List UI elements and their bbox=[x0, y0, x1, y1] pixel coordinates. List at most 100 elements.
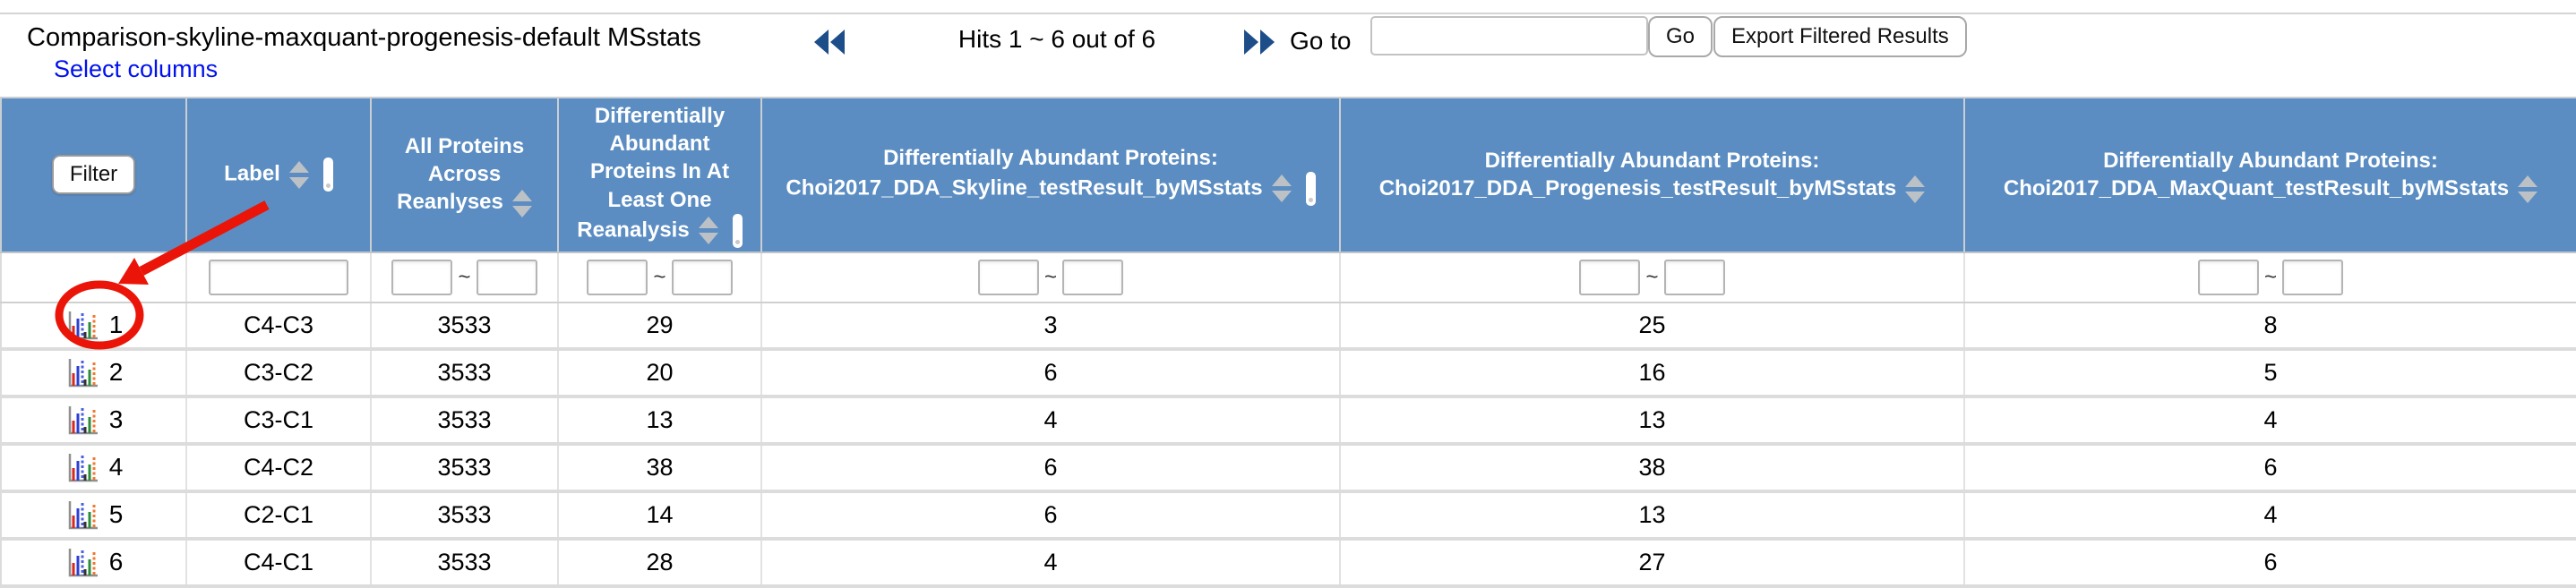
range-max-input[interactable] bbox=[476, 259, 537, 295]
cell-row-icon: 5 bbox=[0, 490, 187, 541]
sort-control[interactable] bbox=[2518, 175, 2538, 204]
column-header-skyline[interactable]: Differentially Abundant Proteins: Choi20… bbox=[761, 97, 1341, 253]
cell-row-icon: 3 bbox=[0, 396, 187, 446]
range-separator: ~ bbox=[1645, 264, 1659, 289]
cell-progenesis: 38 bbox=[1340, 443, 1965, 493]
cell-progenesis: 27 bbox=[1340, 538, 1965, 588]
header-row: Filter Label All Proteins Across Reanlys… bbox=[0, 97, 2576, 253]
goto-input[interactable] bbox=[1370, 16, 1648, 55]
cell-maxquant: 6 bbox=[1964, 538, 2576, 588]
pager-last-page-icon[interactable] bbox=[1241, 29, 1275, 60]
row-number: 2 bbox=[108, 358, 124, 387]
cell-maxquant: 5 bbox=[1964, 348, 2576, 398]
column-label[interactable]: Label bbox=[224, 161, 280, 186]
column-label-line2[interactable]: Choi2017_DDA_Skyline_testResult_byMSstat… bbox=[786, 175, 1263, 200]
column-label[interactable]: All Proteins Across Reanlyses bbox=[397, 134, 525, 215]
range-min-input[interactable] bbox=[2197, 259, 2259, 295]
sort-control[interactable] bbox=[1271, 175, 1292, 203]
sort-up-icon[interactable] bbox=[2518, 175, 2538, 188]
chromatogram-icon[interactable] bbox=[64, 546, 100, 578]
sort-down-icon[interactable] bbox=[698, 233, 718, 245]
column-label[interactable]: Differentially Abundant Proteins In At L… bbox=[577, 104, 730, 243]
filter-cell-diff-abundant-any: ~ bbox=[558, 251, 762, 303]
column-header-diff-abundant-any[interactable]: Differentially Abundant Proteins In At L… bbox=[558, 97, 762, 253]
column-resize-handle[interactable] bbox=[732, 213, 743, 248]
range-max-input[interactable] bbox=[2282, 259, 2343, 295]
sort-down-icon[interactable] bbox=[1905, 192, 1926, 204]
select-columns-link[interactable]: Select columns bbox=[54, 55, 219, 82]
goto-label: Go to bbox=[1290, 27, 1352, 55]
sort-up-icon[interactable] bbox=[1905, 175, 1926, 188]
cell-diff-abundant-any: 14 bbox=[558, 490, 762, 541]
row-number: 5 bbox=[108, 500, 124, 529]
chromatogram-icon[interactable] bbox=[64, 356, 100, 388]
filter-button[interactable]: Filter bbox=[51, 155, 136, 195]
chromatogram-icon[interactable] bbox=[64, 499, 100, 531]
column-resize-handle[interactable] bbox=[1305, 171, 1316, 206]
cell-all-proteins: 3533 bbox=[371, 396, 559, 446]
sort-down-icon[interactable] bbox=[511, 205, 532, 217]
column-label-line2[interactable]: Choi2017_DDA_MaxQuant_testResult_byMSsta… bbox=[2003, 175, 2510, 200]
filter-cell-maxquant: ~ bbox=[1964, 251, 2576, 303]
sort-control[interactable] bbox=[511, 189, 532, 217]
cell-maxquant: 6 bbox=[1964, 443, 2576, 493]
column-header-all-proteins[interactable]: All Proteins Across Reanlyses bbox=[371, 97, 559, 253]
cell-diff-abundant-any: 13 bbox=[558, 396, 762, 446]
column-header-label[interactable]: Label bbox=[186, 97, 372, 253]
cell-progenesis: 25 bbox=[1340, 302, 1965, 351]
range-min-input[interactable] bbox=[977, 259, 1039, 295]
column-header-maxquant[interactable]: Differentially Abundant Proteins: Choi20… bbox=[1964, 97, 2576, 253]
sort-down-icon[interactable] bbox=[288, 176, 309, 189]
cell-row-icon: 1 bbox=[0, 302, 187, 351]
row-number: 3 bbox=[108, 405, 124, 434]
column-header-filter: Filter bbox=[0, 97, 187, 253]
filter-cell-progenesis: ~ bbox=[1340, 251, 1965, 303]
range-max-input[interactable] bbox=[1062, 259, 1123, 295]
column-label-line1[interactable]: Differentially Abundant Proteins: bbox=[2103, 148, 2438, 173]
range-min-input[interactable] bbox=[587, 259, 648, 295]
cell-all-proteins: 3533 bbox=[371, 490, 559, 541]
sort-up-icon[interactable] bbox=[698, 217, 718, 229]
cell-label: C4-C2 bbox=[186, 443, 372, 493]
range-min-input[interactable] bbox=[1579, 259, 1641, 295]
row-number: 6 bbox=[108, 548, 124, 576]
cell-maxquant: 8 bbox=[1964, 302, 2576, 351]
range-max-input[interactable] bbox=[671, 259, 733, 295]
pager-hits-text: Hits 1 ~ 6 out of 6 bbox=[957, 25, 1156, 53]
range-min-input[interactable] bbox=[391, 259, 453, 295]
table-row: 1 C4-C3 3533 29 3 25 8 bbox=[0, 302, 2576, 351]
cell-skyline: 3 bbox=[761, 302, 1341, 351]
sort-up-icon[interactable] bbox=[511, 189, 532, 201]
table-row: 3 C3-C1 3533 13 4 13 4 bbox=[0, 396, 2576, 446]
sort-control[interactable] bbox=[698, 217, 718, 245]
column-header-progenesis[interactable]: Differentially Abundant Proteins: Choi20… bbox=[1340, 97, 1965, 253]
filter-cell-all-proteins: ~ bbox=[371, 251, 559, 303]
sort-down-icon[interactable] bbox=[2518, 192, 2538, 204]
sort-control[interactable] bbox=[1905, 175, 1926, 204]
chromatogram-icon[interactable] bbox=[64, 451, 100, 483]
sort-down-icon[interactable] bbox=[1271, 191, 1292, 203]
chromatogram-icon[interactable] bbox=[64, 309, 100, 341]
range-max-input[interactable] bbox=[1663, 259, 1725, 295]
cell-row-icon: 2 bbox=[0, 348, 187, 398]
column-label-line2[interactable]: Choi2017_DDA_Progenesis_testResult_byMSs… bbox=[1378, 175, 1897, 200]
table-row: 5 C2-C1 3533 14 6 13 4 bbox=[0, 490, 2576, 541]
comparison-grid: Filter Label All Proteins Across Reanlys… bbox=[0, 97, 2576, 588]
cell-all-proteins: 3533 bbox=[371, 443, 559, 493]
pager-first-page-icon[interactable] bbox=[813, 29, 847, 60]
column-label-line1[interactable]: Differentially Abundant Proteins: bbox=[883, 145, 1218, 170]
go-button[interactable]: Go bbox=[1648, 16, 1713, 57]
sort-control[interactable] bbox=[288, 160, 309, 189]
cell-all-proteins: 3533 bbox=[371, 348, 559, 398]
chromatogram-icon[interactable] bbox=[64, 404, 100, 436]
column-resize-handle[interactable] bbox=[322, 158, 333, 192]
cell-label: C4-C3 bbox=[186, 302, 372, 351]
sort-up-icon[interactable] bbox=[1271, 175, 1292, 187]
sort-up-icon[interactable] bbox=[288, 160, 309, 173]
cell-diff-abundant-any: 20 bbox=[558, 348, 762, 398]
cell-skyline: 6 bbox=[761, 443, 1341, 493]
label-filter-input[interactable] bbox=[209, 259, 348, 295]
column-label-line1[interactable]: Differentially Abundant Proteins: bbox=[1484, 148, 1820, 173]
export-filtered-results-button[interactable]: Export Filtered Results bbox=[1713, 16, 1967, 57]
cell-label: C2-C1 bbox=[186, 490, 372, 541]
